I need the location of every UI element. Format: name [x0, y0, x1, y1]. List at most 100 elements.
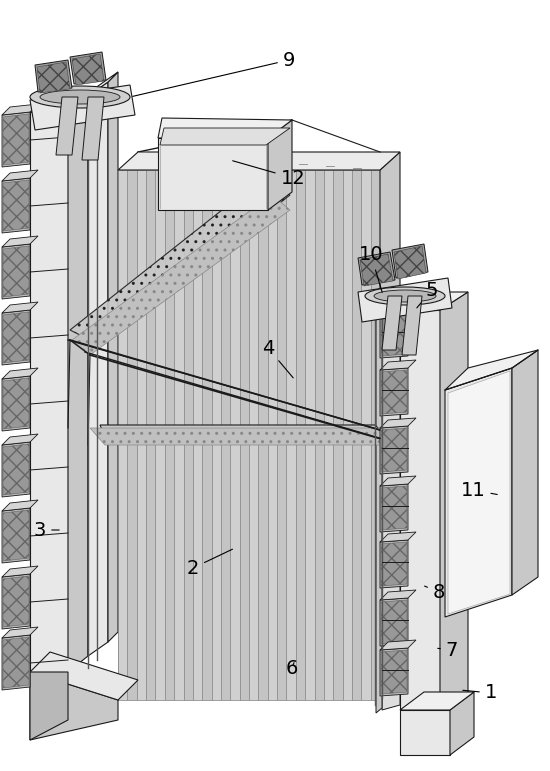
Polygon shape — [174, 170, 184, 700]
Polygon shape — [30, 672, 68, 740]
Polygon shape — [381, 486, 407, 530]
Polygon shape — [381, 428, 407, 472]
Text: 9: 9 — [133, 50, 295, 96]
Polygon shape — [296, 170, 305, 700]
Polygon shape — [100, 425, 392, 442]
Polygon shape — [2, 635, 30, 690]
Polygon shape — [400, 292, 468, 310]
Polygon shape — [380, 152, 400, 700]
Text: 5: 5 — [417, 281, 438, 308]
Polygon shape — [2, 627, 38, 638]
Polygon shape — [440, 292, 468, 710]
Polygon shape — [2, 244, 30, 299]
Polygon shape — [380, 368, 408, 416]
Text: 2: 2 — [187, 549, 233, 577]
Polygon shape — [512, 350, 538, 595]
Polygon shape — [70, 52, 106, 84]
Polygon shape — [380, 598, 408, 646]
Polygon shape — [381, 542, 407, 586]
Polygon shape — [268, 170, 277, 700]
Polygon shape — [3, 180, 29, 231]
Polygon shape — [445, 368, 512, 617]
Ellipse shape — [40, 90, 120, 104]
Polygon shape — [202, 170, 212, 700]
Polygon shape — [343, 170, 352, 700]
Polygon shape — [3, 576, 29, 627]
Polygon shape — [240, 170, 249, 700]
Polygon shape — [35, 60, 72, 92]
Polygon shape — [2, 566, 38, 577]
Polygon shape — [3, 246, 29, 297]
Polygon shape — [371, 170, 380, 700]
Polygon shape — [2, 302, 38, 313]
Polygon shape — [381, 650, 407, 694]
Polygon shape — [380, 532, 416, 542]
Ellipse shape — [30, 86, 130, 108]
Ellipse shape — [365, 287, 445, 305]
Polygon shape — [394, 246, 426, 279]
Polygon shape — [380, 310, 408, 358]
Polygon shape — [184, 170, 193, 700]
Polygon shape — [30, 112, 68, 672]
Polygon shape — [258, 170, 268, 700]
Polygon shape — [448, 371, 510, 614]
Polygon shape — [333, 170, 343, 700]
Polygon shape — [360, 254, 393, 286]
Polygon shape — [2, 574, 30, 629]
Polygon shape — [380, 418, 416, 428]
Polygon shape — [2, 178, 30, 233]
Polygon shape — [221, 170, 230, 700]
Polygon shape — [212, 170, 221, 700]
Polygon shape — [381, 312, 407, 356]
Polygon shape — [3, 444, 29, 495]
Text: 1: 1 — [463, 684, 497, 702]
Polygon shape — [324, 170, 333, 700]
Polygon shape — [82, 97, 104, 160]
Polygon shape — [230, 170, 240, 700]
Polygon shape — [380, 640, 416, 650]
Polygon shape — [392, 244, 428, 278]
Polygon shape — [358, 252, 395, 285]
Polygon shape — [382, 296, 402, 350]
Polygon shape — [90, 428, 395, 445]
Polygon shape — [450, 692, 474, 755]
Polygon shape — [268, 120, 292, 210]
Polygon shape — [352, 170, 361, 700]
Polygon shape — [88, 72, 118, 96]
Polygon shape — [2, 442, 30, 497]
Polygon shape — [165, 170, 174, 700]
Polygon shape — [156, 170, 165, 700]
Polygon shape — [382, 295, 400, 710]
Polygon shape — [400, 710, 450, 755]
Polygon shape — [3, 378, 29, 429]
Polygon shape — [361, 170, 371, 700]
Polygon shape — [72, 54, 104, 85]
Polygon shape — [108, 72, 118, 642]
Polygon shape — [381, 600, 407, 644]
Polygon shape — [380, 648, 408, 696]
Polygon shape — [88, 82, 108, 656]
Polygon shape — [2, 376, 30, 431]
Polygon shape — [380, 540, 408, 588]
Polygon shape — [249, 170, 258, 700]
Polygon shape — [3, 114, 29, 165]
Polygon shape — [118, 170, 128, 700]
Text: 8: 8 — [425, 583, 445, 601]
Polygon shape — [56, 97, 78, 155]
Polygon shape — [380, 302, 416, 312]
Polygon shape — [315, 170, 324, 700]
Polygon shape — [305, 170, 315, 700]
Polygon shape — [30, 672, 118, 740]
Polygon shape — [2, 310, 30, 365]
Text: 7: 7 — [438, 641, 458, 659]
Ellipse shape — [374, 290, 436, 302]
Polygon shape — [160, 128, 290, 145]
Polygon shape — [2, 236, 38, 247]
Text: 11: 11 — [461, 480, 497, 500]
Polygon shape — [445, 350, 538, 390]
Polygon shape — [30, 96, 88, 112]
Polygon shape — [402, 296, 422, 355]
Polygon shape — [380, 590, 416, 600]
Polygon shape — [118, 170, 380, 700]
Polygon shape — [400, 310, 440, 710]
